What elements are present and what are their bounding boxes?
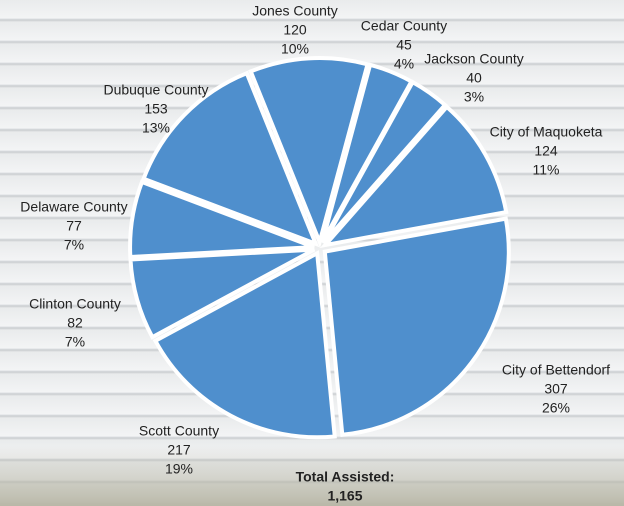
value-label: 40 [466, 70, 482, 86]
slice-label: City of Maquoketa [490, 124, 603, 140]
value-label: 77 [66, 218, 82, 234]
percent-label: 7% [65, 334, 85, 350]
percent-label: 10% [281, 41, 309, 57]
pie-slice [321, 79, 448, 245]
slice-label: Jackson County [424, 51, 524, 67]
pie-slice [319, 104, 509, 249]
pie-slice [141, 70, 320, 248]
pie-slice [128, 179, 315, 260]
pie-slice [248, 56, 370, 249]
value-label: 153 [144, 101, 168, 117]
value-label: 82 [67, 315, 83, 331]
percent-label: 13% [142, 120, 170, 136]
percent-label: 11% [533, 162, 560, 178]
value-label: 217 [167, 442, 191, 458]
value-label: 120 [283, 22, 307, 38]
slice-label: Jones County [252, 3, 338, 19]
total-label: 1,165 [327, 488, 362, 504]
slice-label: Clinton County [29, 296, 121, 312]
value-label: 124 [534, 143, 558, 159]
value-label: 307 [544, 381, 568, 397]
percent-label: 19% [165, 461, 193, 477]
total-title: Total Assisted: [296, 469, 395, 485]
slice-label: Dubuque County [103, 82, 208, 98]
percent-label: 26% [542, 400, 570, 416]
pie-slice [152, 250, 337, 440]
slice-label: Scott County [139, 423, 219, 439]
percent-label: 3% [464, 89, 484, 105]
value-label: 45 [396, 37, 412, 53]
slice-label: Cedar County [361, 18, 447, 34]
slice-label: City of Bettendorf [502, 362, 610, 378]
pie-slice [128, 247, 316, 340]
slice-label: Delaware County [20, 199, 127, 215]
percent-label: 4% [394, 56, 414, 72]
pie-slice [322, 216, 511, 437]
percent-label: 7% [64, 237, 84, 253]
